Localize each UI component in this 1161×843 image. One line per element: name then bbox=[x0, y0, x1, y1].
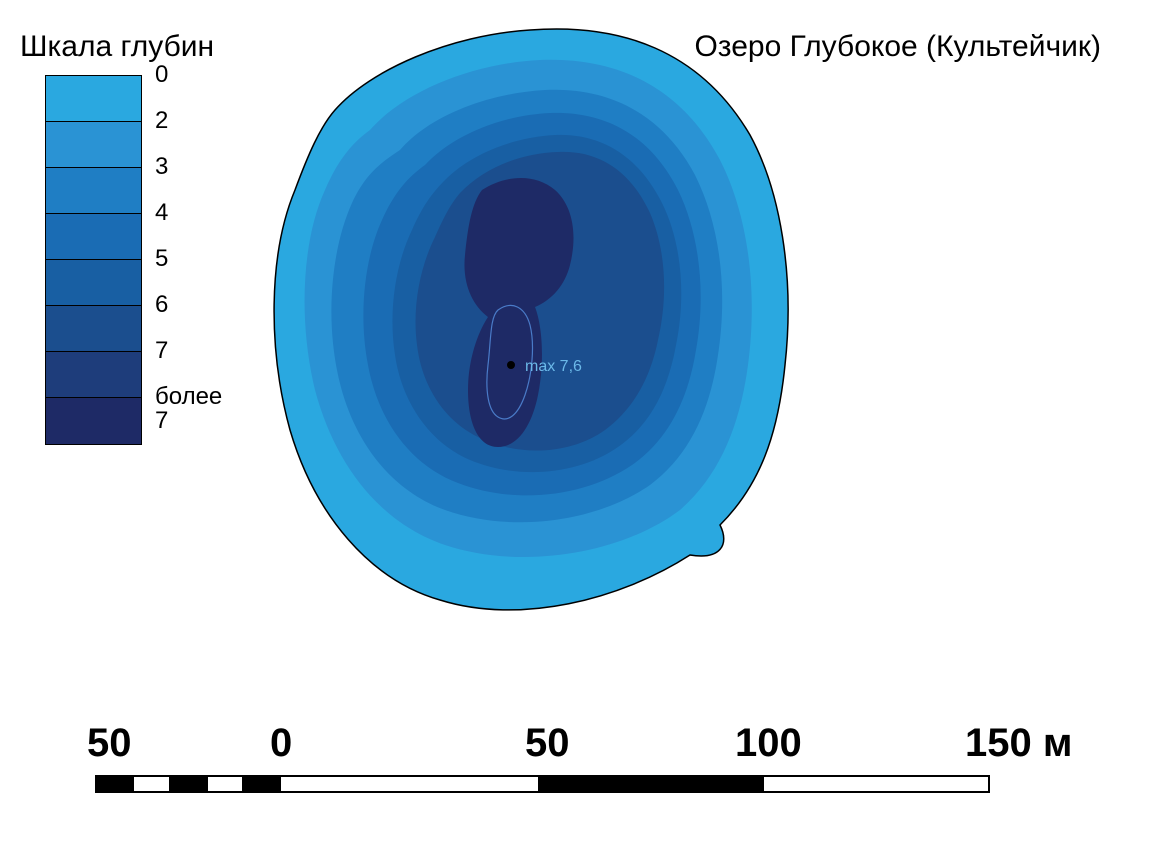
legend-label: 3 bbox=[155, 155, 222, 201]
legend-label: 2 bbox=[155, 109, 222, 155]
scale-segment bbox=[171, 777, 208, 791]
legend-label: 6 bbox=[155, 293, 222, 339]
scale-segment bbox=[281, 777, 540, 791]
bathymetry-contours: max 7,6 bbox=[220, 15, 820, 635]
legend-labels: 0234567более 7 bbox=[155, 63, 222, 431]
scale-segment bbox=[540, 777, 764, 791]
scale-segment bbox=[134, 777, 171, 791]
scale-segment bbox=[764, 777, 988, 791]
legend-swatch bbox=[46, 214, 141, 260]
legend-swatch bbox=[46, 352, 141, 398]
legend-swatch bbox=[46, 122, 141, 168]
legend-swatch bbox=[46, 398, 141, 444]
legend-label: 5 bbox=[155, 247, 222, 293]
scale-label: 100 bbox=[735, 721, 802, 766]
scale-label: 50 bbox=[525, 721, 570, 766]
scale-label: 150 м bbox=[965, 721, 1072, 766]
scale-bar-segments bbox=[95, 775, 990, 793]
scale-segment bbox=[244, 777, 281, 791]
legend-title: Шкала глубин bbox=[20, 30, 214, 64]
legend-label: более 7 bbox=[155, 385, 222, 431]
legend-swatch bbox=[46, 260, 141, 306]
legend-swatch bbox=[46, 306, 141, 352]
legend-swatch bbox=[46, 168, 141, 214]
legend-label: 4 bbox=[155, 201, 222, 247]
scale-bar-labels: 50050100150 м bbox=[95, 721, 1085, 771]
legend-swatches bbox=[45, 75, 142, 445]
legend-label: 7 bbox=[155, 339, 222, 385]
bathymetric-map-page: Шкала глубин Озеро Глубокое (Культейчик)… bbox=[0, 0, 1161, 843]
scale-bar: 50050100150 м bbox=[95, 721, 1085, 793]
scale-label: 0 bbox=[270, 721, 292, 766]
max-depth-point bbox=[507, 361, 515, 369]
legend-label: 0 bbox=[155, 63, 222, 109]
scale-label: 50 bbox=[87, 721, 132, 766]
max-depth-label: max 7,6 bbox=[525, 358, 582, 375]
scale-segment bbox=[97, 777, 134, 791]
depth-legend: 0234567более 7 bbox=[45, 75, 142, 445]
legend-swatch bbox=[46, 76, 141, 122]
scale-segment bbox=[208, 777, 245, 791]
